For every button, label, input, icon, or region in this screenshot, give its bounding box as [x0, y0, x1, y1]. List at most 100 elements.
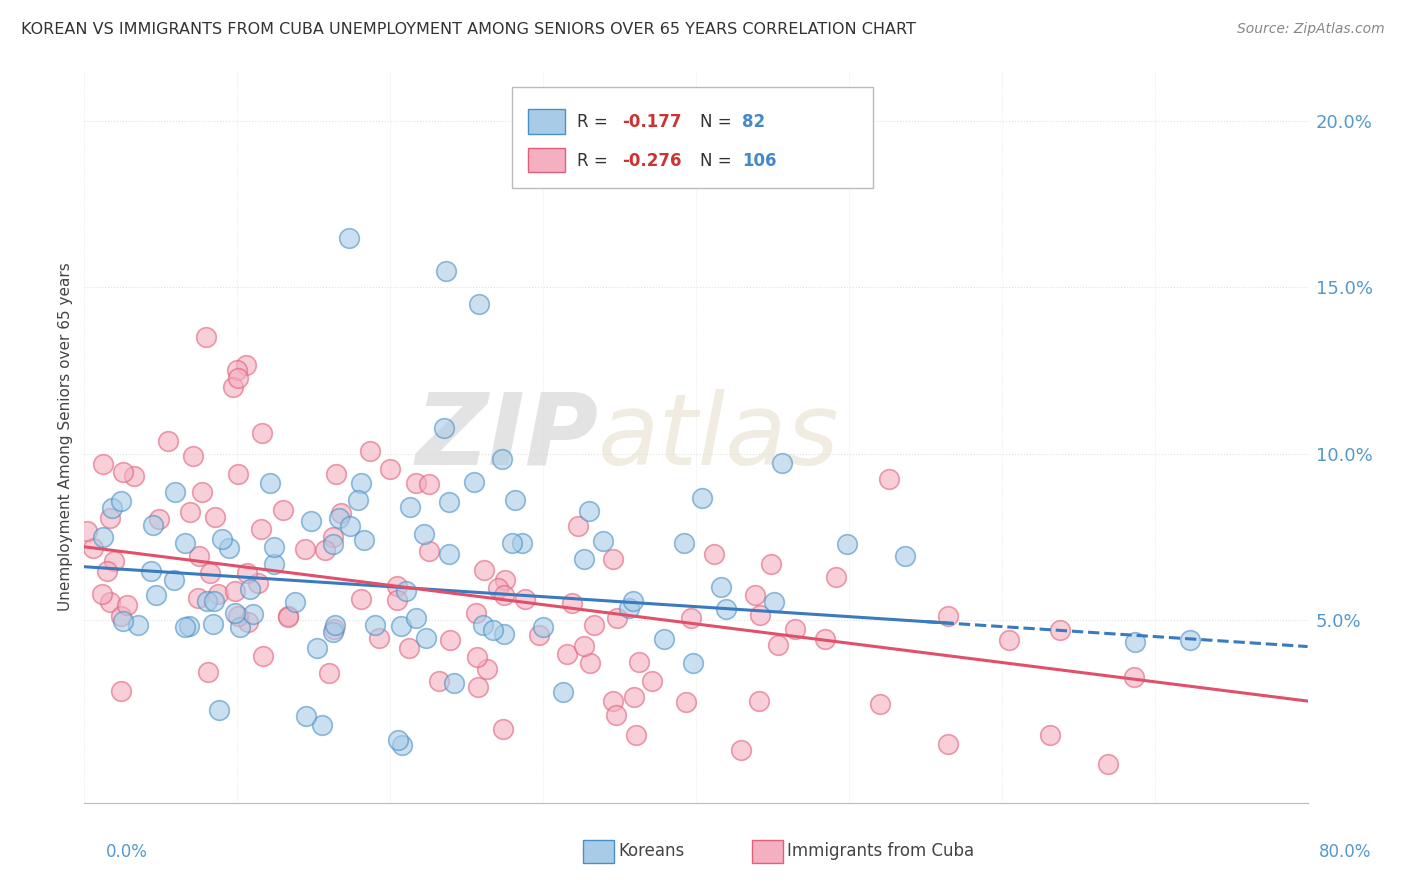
- Point: [367, 631, 389, 645]
- Point: [273, 502, 295, 516]
- Text: Source: ZipAtlas.com: Source: ZipAtlas.com: [1237, 22, 1385, 37]
- Point: [472, 563, 495, 577]
- Point: [763, 595, 786, 609]
- Point: [574, 639, 596, 653]
- Point: [363, 617, 385, 632]
- Point: [439, 632, 461, 647]
- Point: [339, 518, 361, 533]
- Point: [512, 536, 534, 550]
- Point: [259, 476, 281, 491]
- Point: [602, 694, 624, 708]
- Point: [311, 718, 333, 732]
- Point: [387, 593, 409, 607]
- Point: [617, 600, 640, 615]
- Point: [710, 580, 733, 594]
- Point: [318, 665, 340, 680]
- Point: [157, 434, 180, 449]
- Point: [346, 493, 368, 508]
- Point: [467, 680, 489, 694]
- Point: [749, 607, 772, 622]
- Point: [91, 530, 114, 544]
- Point: [766, 638, 789, 652]
- Point: [398, 500, 420, 515]
- Point: [437, 495, 460, 509]
- Point: [492, 722, 515, 736]
- Point: [398, 641, 420, 656]
- Point: [239, 582, 262, 597]
- Point: [337, 230, 360, 244]
- Point: [623, 690, 645, 704]
- Point: [110, 684, 132, 698]
- Point: [503, 492, 526, 507]
- Point: [491, 451, 513, 466]
- Text: Koreans: Koreans: [619, 842, 685, 860]
- Point: [682, 657, 704, 671]
- Point: [90, 587, 112, 601]
- Point: [252, 648, 274, 663]
- Point: [772, 456, 794, 470]
- Point: [323, 622, 346, 636]
- Point: [322, 625, 344, 640]
- Point: [579, 657, 602, 671]
- Point: [814, 632, 837, 647]
- Point: [101, 501, 124, 516]
- Point: [236, 566, 259, 581]
- Text: -0.177: -0.177: [623, 112, 682, 131]
- Point: [98, 595, 121, 609]
- Point: [103, 553, 125, 567]
- Point: [226, 363, 249, 377]
- Point: [226, 371, 249, 385]
- Text: KOREAN VS IMMIGRANTS FROM CUBA UNEMPLOYMENT AMONG SENIORS OVER 65 YEARS CORRELAT: KOREAN VS IMMIGRANTS FROM CUBA UNEMPLOYM…: [21, 22, 915, 37]
- Point: [513, 592, 536, 607]
- Point: [465, 606, 488, 620]
- Point: [179, 505, 201, 519]
- Point: [235, 359, 257, 373]
- Point: [389, 618, 412, 632]
- Point: [533, 620, 555, 634]
- Point: [494, 574, 516, 588]
- Point: [551, 685, 574, 699]
- Point: [277, 609, 299, 624]
- Point: [181, 449, 204, 463]
- Text: N =: N =: [700, 112, 737, 131]
- Point: [494, 588, 516, 602]
- Text: 80.0%: 80.0%: [1319, 843, 1371, 861]
- Text: N =: N =: [700, 152, 737, 169]
- Point: [602, 551, 624, 566]
- Point: [207, 587, 229, 601]
- Point: [380, 462, 402, 476]
- Point: [703, 547, 725, 561]
- Point: [475, 662, 498, 676]
- Point: [163, 484, 186, 499]
- Point: [202, 594, 225, 608]
- Point: [744, 588, 766, 602]
- Point: [330, 507, 353, 521]
- Point: [277, 609, 299, 624]
- Point: [284, 595, 307, 609]
- Point: [748, 694, 770, 708]
- Point: [1123, 670, 1146, 684]
- Text: -0.276: -0.276: [623, 152, 682, 169]
- Point: [115, 598, 138, 612]
- Point: [465, 649, 488, 664]
- FancyBboxPatch shape: [513, 87, 873, 188]
- Point: [434, 264, 457, 278]
- Point: [641, 674, 664, 689]
- Point: [578, 504, 600, 518]
- Point: [174, 536, 197, 550]
- Point: [1039, 728, 1062, 742]
- Text: Immigrants from Cuba: Immigrants from Cuba: [787, 842, 974, 860]
- Point: [111, 466, 134, 480]
- Point: [555, 647, 578, 661]
- Text: 106: 106: [742, 152, 778, 169]
- Point: [145, 588, 167, 602]
- Point: [224, 606, 246, 620]
- Point: [247, 575, 270, 590]
- Point: [628, 656, 651, 670]
- Point: [350, 475, 373, 490]
- Point: [690, 491, 713, 506]
- Point: [418, 477, 440, 491]
- Point: [127, 618, 149, 632]
- Point: [350, 591, 373, 606]
- Point: [162, 573, 184, 587]
